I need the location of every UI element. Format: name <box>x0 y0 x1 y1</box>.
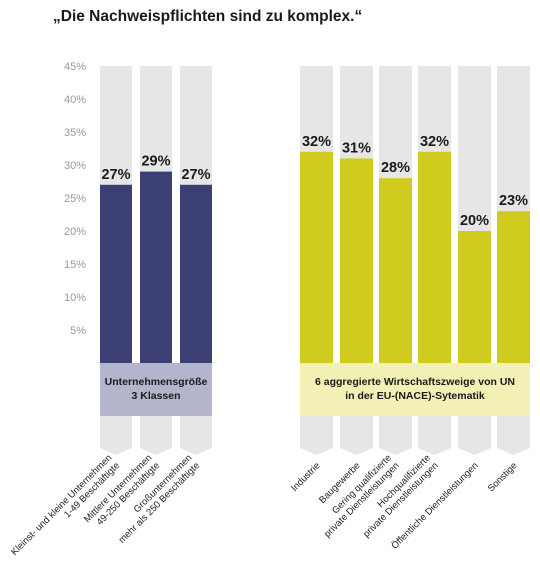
y-tick-label: 45% <box>64 61 86 73</box>
y-tick-label: 5% <box>70 325 86 337</box>
group-label: 6 aggregierte Wirtschaftszweige von UN in… <box>315 376 515 402</box>
category-label: Industrie <box>289 460 323 494</box>
category-pointer <box>418 436 451 455</box>
bar <box>100 184 132 363</box>
y-tick-label: 15% <box>64 259 86 271</box>
bar <box>340 158 373 363</box>
group-company-size: 27%Kleinst- und kleine Unternehmen1-49 B… <box>9 66 212 558</box>
group-band <box>300 363 530 416</box>
category-pointer <box>140 436 172 455</box>
category-pointer <box>379 436 412 455</box>
bar <box>180 184 212 363</box>
bar-value-label: 32% <box>420 134 449 150</box>
chart-title: „Die Nachweispflichten sind zu komplex.“ <box>53 8 363 25</box>
y-tick-label: 35% <box>64 127 86 139</box>
category-pointer <box>497 436 530 455</box>
category-pointer <box>458 436 491 455</box>
bar-value-label: 32% <box>302 134 331 150</box>
bar <box>140 171 172 363</box>
y-tick-label: 20% <box>64 226 86 238</box>
category-pointer <box>340 436 373 455</box>
bar <box>497 211 530 363</box>
y-axis-ticks: 45% 40% 35% 30% 25% 20% 15% 10% 5% <box>64 61 86 337</box>
y-tick-label: 40% <box>64 94 86 106</box>
bar-value-label: 28% <box>381 160 410 176</box>
bar-value-label: 31% <box>342 140 371 156</box>
group-band <box>100 363 212 416</box>
category-label: Sonstige <box>486 460 520 494</box>
y-tick-label: 10% <box>64 292 86 304</box>
category-pointer <box>300 436 333 455</box>
bar-value-label: 23% <box>499 193 528 209</box>
y-tick-label: 25% <box>64 193 86 205</box>
bar <box>379 178 412 363</box>
bar-value-label: 29% <box>141 154 170 170</box>
category-pointer <box>100 436 132 455</box>
category-pointer <box>180 436 212 455</box>
group-label: Unternehmensgröße 3 Klassen <box>105 376 208 402</box>
bar-value-label: 27% <box>181 167 210 183</box>
bar <box>418 151 451 363</box>
bar <box>458 231 491 363</box>
bar <box>300 151 333 363</box>
bar-value-label: 20% <box>460 213 489 229</box>
bar-value-label: 27% <box>101 167 130 183</box>
y-tick-label: 30% <box>64 160 86 172</box>
